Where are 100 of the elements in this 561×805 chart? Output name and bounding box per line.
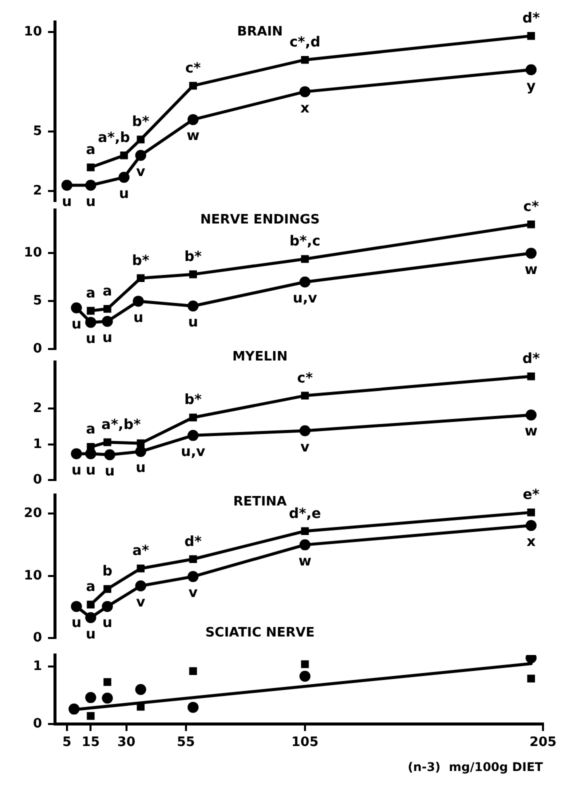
annotation: u <box>133 310 144 326</box>
y-tick-label: 5 <box>32 294 42 309</box>
point <box>301 660 309 668</box>
annotation: c* <box>297 370 314 386</box>
point <box>86 712 95 720</box>
chart-title: SCIATIC NERVE <box>205 625 315 640</box>
annotation: x <box>526 534 536 550</box>
y-tick-label: 0 <box>32 342 42 357</box>
point <box>526 520 537 532</box>
annotation: b* <box>184 248 202 265</box>
point <box>102 316 113 327</box>
point <box>103 678 112 686</box>
annotation: x <box>300 100 310 116</box>
annotation: a <box>86 285 96 302</box>
point <box>85 316 96 328</box>
annotation: c* <box>523 199 540 216</box>
point <box>189 555 197 564</box>
point <box>136 439 145 448</box>
point <box>189 270 197 278</box>
point <box>118 172 130 183</box>
x-axis-title: (n-3) mg/100g DIET <box>408 760 544 774</box>
point <box>527 674 535 682</box>
point <box>188 571 199 582</box>
point <box>301 56 309 64</box>
y-tick-label: 10 <box>24 246 42 261</box>
annotation: d* <box>184 534 202 550</box>
x-tick-label: 105 <box>291 735 319 750</box>
point <box>86 443 95 451</box>
annotation: d*,e <box>288 506 322 522</box>
point <box>135 446 146 458</box>
y-tick-label: 10 <box>24 24 42 40</box>
x-tick-label: 55 <box>176 735 195 750</box>
annotation: u <box>102 615 112 632</box>
point <box>301 392 309 400</box>
y-tick-label: 0 <box>32 472 42 488</box>
point <box>526 248 537 259</box>
point <box>189 414 197 422</box>
point <box>103 438 112 446</box>
annotation: c*,d <box>289 34 320 50</box>
annotation: u <box>86 330 96 347</box>
y-tick-label: 10 <box>24 568 42 584</box>
point <box>104 449 116 460</box>
point <box>135 580 146 592</box>
point <box>527 372 535 380</box>
annotation: u <box>71 316 82 333</box>
annotation: u <box>86 462 96 478</box>
annotation: b*,c <box>289 234 320 250</box>
annotation: b* <box>184 392 202 408</box>
point <box>102 600 113 612</box>
point <box>301 255 309 263</box>
point <box>188 702 199 713</box>
point <box>135 150 146 161</box>
chart-title: BRAIN <box>237 24 283 40</box>
annotation: u <box>104 463 115 480</box>
point <box>103 304 112 313</box>
point <box>136 136 145 144</box>
point <box>527 508 535 516</box>
annotation: u <box>62 194 72 210</box>
point <box>189 82 197 90</box>
chart-title: MYELIN <box>232 349 288 364</box>
point <box>86 600 95 608</box>
annotation: v <box>136 594 146 611</box>
annotation: u <box>102 330 112 346</box>
point <box>70 302 82 314</box>
point <box>188 430 199 441</box>
annotation: a <box>86 422 96 438</box>
annotation: a*,b* <box>101 416 142 433</box>
point <box>299 670 310 682</box>
annotation: d* <box>522 350 540 367</box>
point <box>299 425 310 436</box>
point <box>86 163 95 172</box>
point <box>301 527 309 535</box>
annotation: u <box>71 615 82 632</box>
annotation: w <box>524 262 538 278</box>
annotation: b* <box>132 252 150 269</box>
point <box>527 32 535 40</box>
point <box>85 180 96 191</box>
point <box>526 410 537 421</box>
point <box>136 274 145 282</box>
point <box>299 276 310 288</box>
point <box>85 612 96 624</box>
point <box>526 64 537 76</box>
annotation: v <box>300 439 310 456</box>
annotation: w <box>186 128 200 144</box>
annotation: a <box>86 142 96 158</box>
y-tick-label: 1 <box>32 658 42 674</box>
point <box>135 684 146 695</box>
point <box>70 448 82 460</box>
annotation: u <box>188 314 198 331</box>
point <box>132 296 144 307</box>
annotation: u,v <box>292 290 318 307</box>
annotation: e* <box>522 487 540 504</box>
point <box>188 114 199 126</box>
point <box>527 220 535 228</box>
y-tick-label: 20 <box>24 506 42 522</box>
annotation: u <box>136 460 146 476</box>
point <box>103 585 112 593</box>
point <box>189 667 197 675</box>
point <box>299 86 310 98</box>
point <box>61 180 72 191</box>
